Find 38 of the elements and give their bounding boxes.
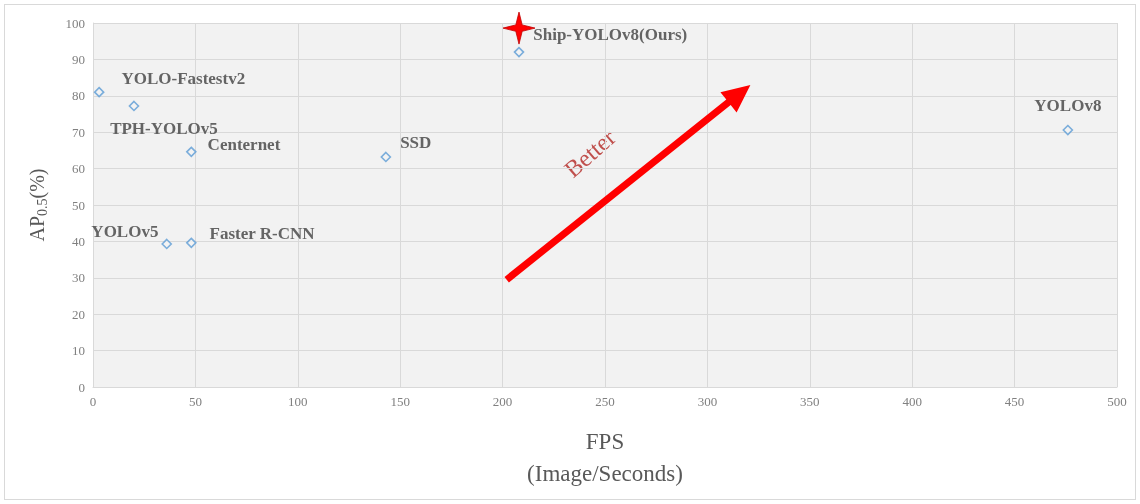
y-tick-label: 90 xyxy=(72,51,85,67)
point xyxy=(93,86,105,98)
y-tick-label: 40 xyxy=(72,233,85,249)
point xyxy=(128,100,140,112)
x-tick-label: 450 xyxy=(1004,394,1025,409)
x-tick-label: 500 xyxy=(1107,394,1127,409)
y-tick-label: 10 xyxy=(72,343,85,359)
x-tick-label: 250 xyxy=(595,394,615,409)
data-label: Ship-YOLOv8(Ours) xyxy=(533,24,688,44)
point xyxy=(380,151,392,163)
data-label: Faster R-CNN xyxy=(209,224,316,244)
point xyxy=(1062,124,1074,136)
data-label: YOLOv8 xyxy=(1034,95,1102,115)
y-tick-label: 0 xyxy=(78,379,85,395)
x-tick-label: 200 xyxy=(492,394,513,409)
y-tick-label: 70 xyxy=(72,124,85,140)
point xyxy=(161,238,173,250)
x-axis-title: FPS (Image/Seconds) xyxy=(527,428,683,486)
data-label: YOLOv5 xyxy=(91,222,159,242)
x-tick-label: 300 xyxy=(697,394,718,409)
point xyxy=(186,237,197,249)
y-tick-label: 100 xyxy=(65,15,85,31)
point xyxy=(186,146,197,158)
x-tick-label: 50 xyxy=(188,394,202,409)
point xyxy=(513,46,525,58)
x-tick-label: 400 xyxy=(902,394,922,409)
y-tick-label: 20 xyxy=(72,306,85,322)
y-tick-label: 30 xyxy=(72,270,85,286)
y-axis-title: AP0.5(%) xyxy=(26,168,50,242)
data-label: YOLO-Fastestv2 xyxy=(121,68,246,88)
x-tick-label: 350 xyxy=(800,394,820,409)
x-tick-label: 100 xyxy=(288,394,308,409)
y-tick-label: 60 xyxy=(72,161,85,177)
x-tick-label: 0 xyxy=(89,394,97,409)
y-tick-label: 50 xyxy=(72,197,85,213)
x-tick-label: 150 xyxy=(390,394,410,409)
data-label: SSD xyxy=(400,133,432,153)
y-tick-label: 80 xyxy=(72,88,85,104)
